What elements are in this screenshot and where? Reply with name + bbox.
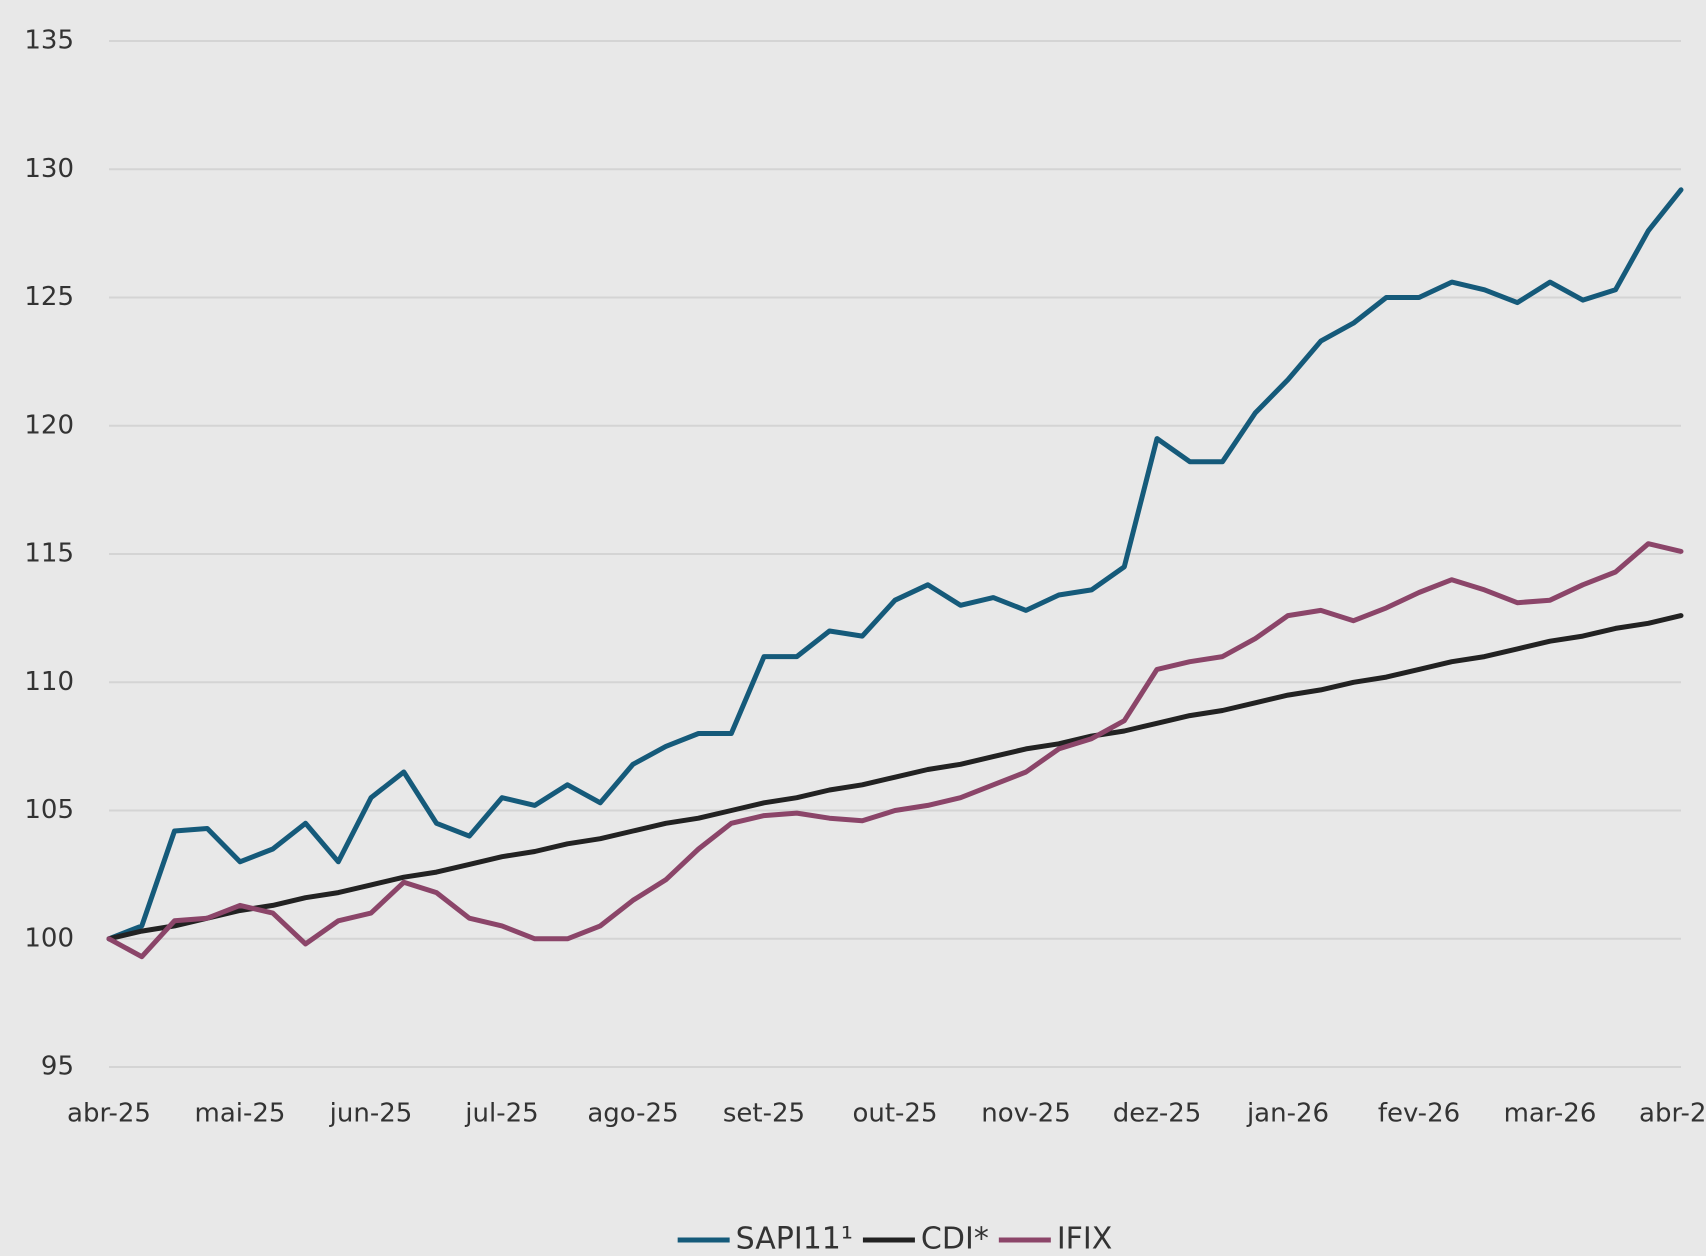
x-tick-label: mai-25 — [195, 1099, 286, 1129]
x-tick-label: jun-25 — [329, 1099, 413, 1129]
legend-label: IFIX — [1057, 1222, 1113, 1256]
y-tick-label: 115 — [24, 539, 74, 569]
y-tick-label: 105 — [24, 795, 74, 825]
x-tick-label: fev-26 — [1378, 1099, 1460, 1129]
y-tick-label: 120 — [24, 410, 74, 440]
legend-label: SAPI11¹ — [736, 1222, 853, 1256]
x-tick-label: mar-26 — [1504, 1099, 1597, 1129]
x-tick-label: out-25 — [852, 1099, 937, 1129]
y-tick-label: 135 — [24, 26, 74, 56]
x-tick-label: jan-26 — [1246, 1099, 1329, 1129]
series-line — [106, 613, 1684, 942]
y-tick-label: 130 — [24, 154, 74, 184]
y-tick-label: 125 — [24, 282, 74, 312]
x-tick-label: set-25 — [723, 1099, 805, 1129]
x-tick-label: nov-25 — [981, 1099, 1071, 1129]
x-tick-label: jul-25 — [464, 1099, 538, 1129]
x-tick-label: dez-25 — [1113, 1099, 1202, 1129]
x-tick-label: abr-26 — [1639, 1099, 1706, 1129]
x-tick-label: abr-25 — [67, 1099, 151, 1129]
x-tick-label: ago-25 — [587, 1099, 678, 1129]
series-line — [106, 187, 1684, 942]
legend-label: CDI* — [921, 1222, 989, 1256]
y-tick-label: 110 — [24, 667, 74, 697]
series-line — [106, 541, 1684, 960]
y-tick-label: 100 — [24, 923, 74, 953]
y-tick-label: 95 — [41, 1052, 74, 1082]
